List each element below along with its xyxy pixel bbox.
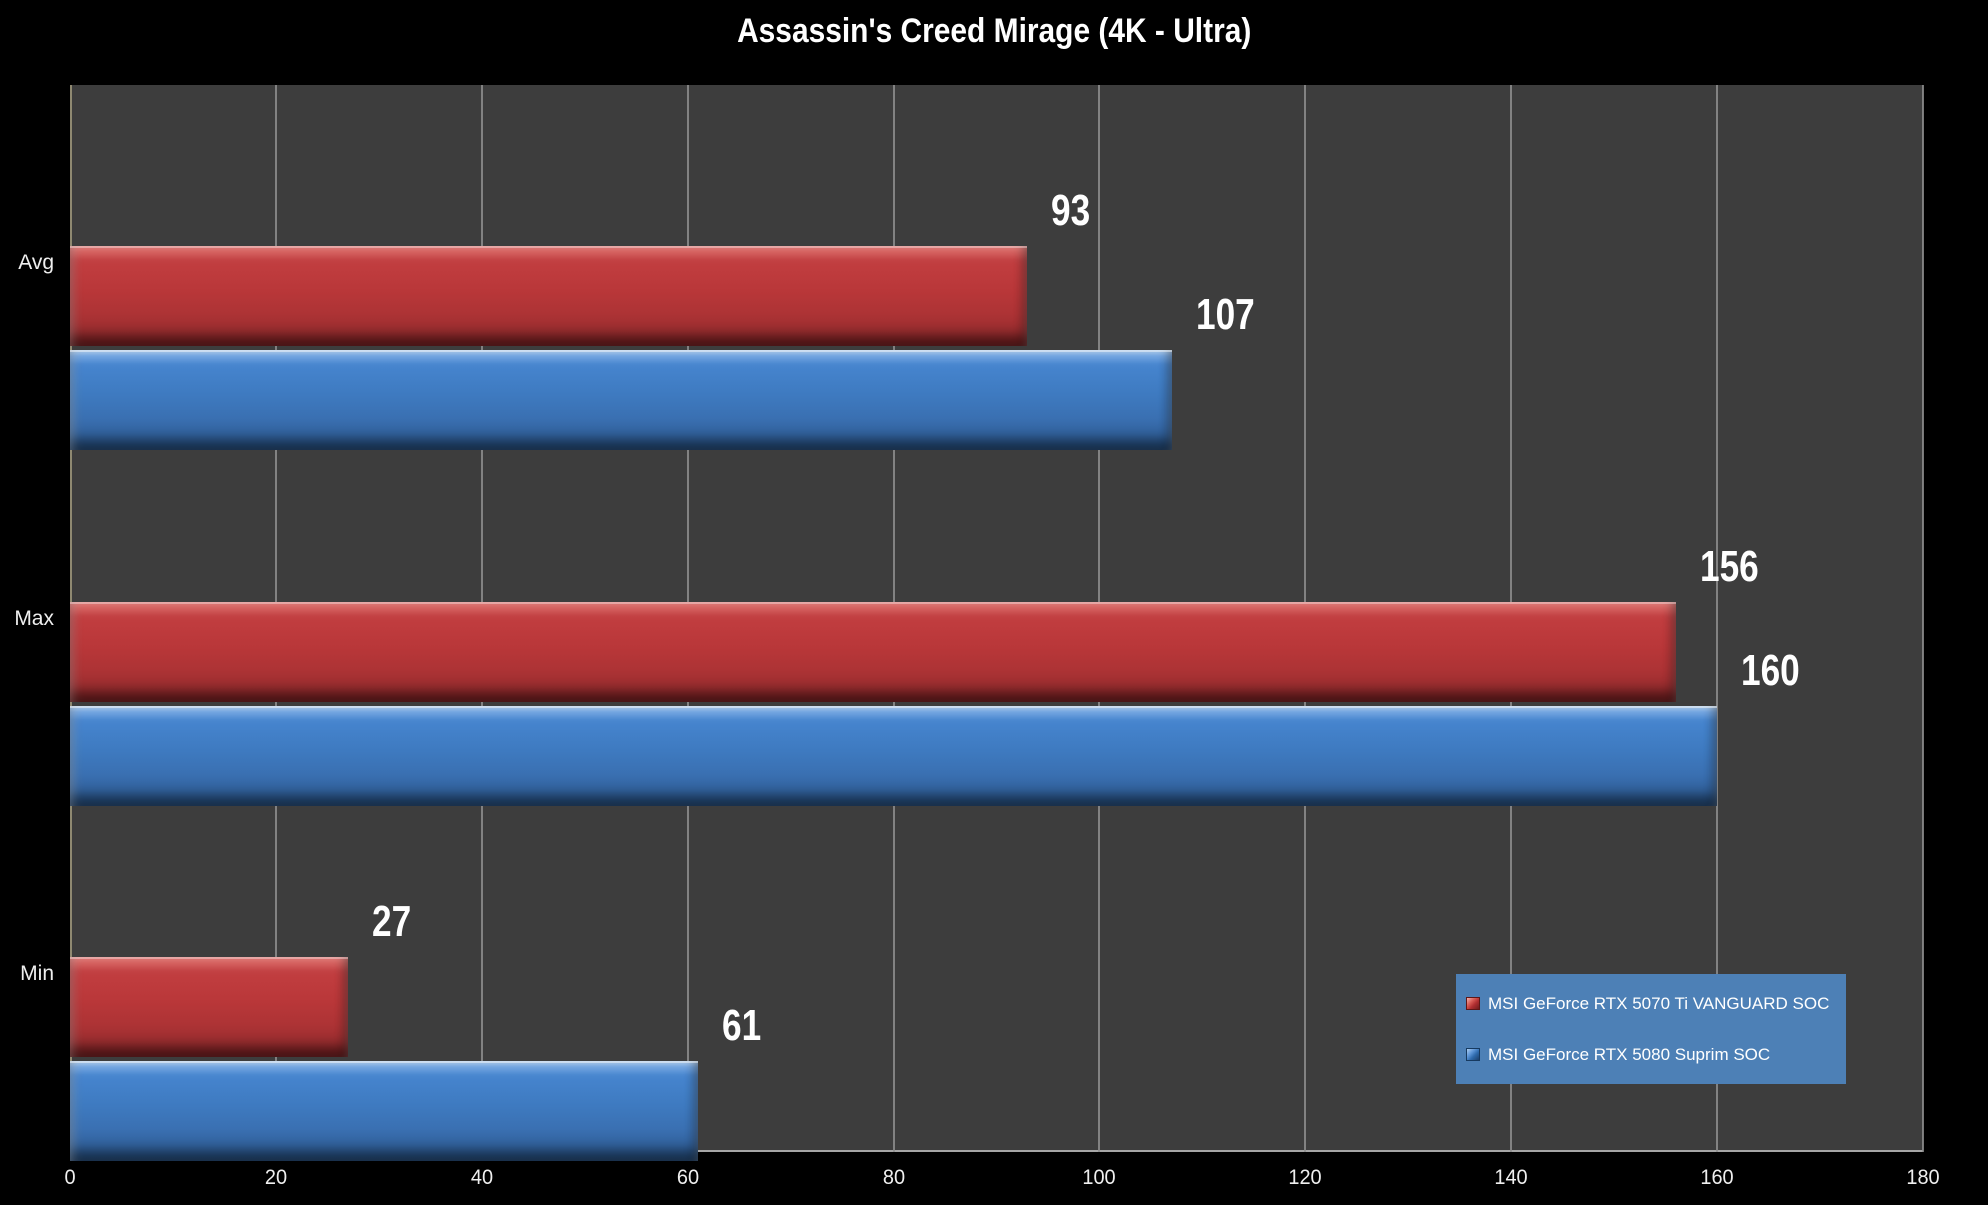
legend-marker-red-icon [1466,997,1480,1010]
category-label: Avg [18,251,54,274]
x-tick-label: 180 [1906,1166,1940,1189]
value-label: 93 [1051,186,1091,235]
legend-marker-blue-icon [1466,1048,1480,1061]
bar-avg-series-0 [70,246,1027,346]
value-label: 107 [1196,290,1255,339]
value-label: 160 [1741,646,1800,695]
x-tick-label: 120 [1288,1166,1322,1189]
x-axis-line [70,1150,1923,1152]
bar-min-series-1 [70,1061,698,1161]
bar-avg-series-1 [70,350,1172,450]
legend: MSI GeForce RTX 5070 Ti VANGUARD SOC MSI… [1456,974,1846,1084]
x-tick-label: 100 [1082,1166,1116,1189]
bar-min-series-0 [70,957,348,1057]
value-label: 61 [722,1001,762,1050]
bar-max-series-0 [70,602,1676,702]
chart-title: Assassin's Creed Mirage (4K - Ultra) [0,12,1988,51]
x-tick-label: 160 [1700,1166,1734,1189]
gridline [1716,85,1718,1152]
x-tick-label: 80 [882,1166,906,1189]
legend-label: MSI GeForce RTX 5070 Ti VANGUARD SOC [1488,993,1830,1013]
bar-max-series-1 [70,706,1717,806]
x-tick-label: 60 [676,1166,700,1189]
legend-item: MSI GeForce RTX 5070 Ti VANGUARD SOC [1456,994,1846,1014]
gridline [1922,85,1924,1152]
value-label: 156 [1700,542,1759,591]
value-label: 27 [372,897,412,946]
category-label: Max [14,607,54,630]
x-tick-label: 20 [264,1166,288,1189]
legend-label: MSI GeForce RTX 5080 Suprim SOC [1488,1044,1771,1064]
x-tick-label: 40 [470,1166,494,1189]
category-label: Min [20,962,54,985]
x-tick-label: 140 [1494,1166,1528,1189]
chart-title-text: Assassin's Creed Mirage (4K - Ultra) [736,12,1252,50]
plot-area [70,85,1924,1161]
x-tick-label: 0 [64,1166,76,1189]
legend-item: MSI GeForce RTX 5080 Suprim SOC [1456,1045,1846,1065]
